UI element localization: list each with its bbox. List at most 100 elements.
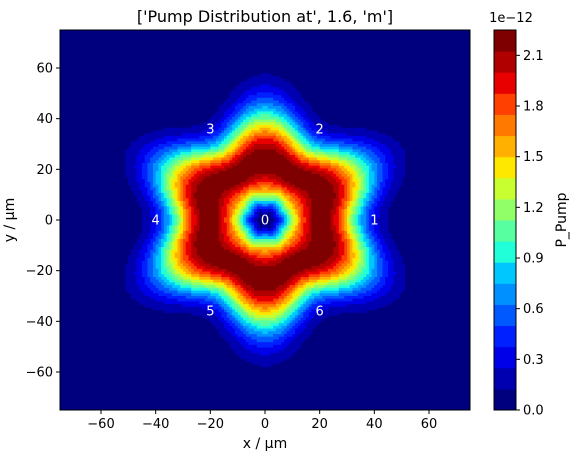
field-cell — [191, 152, 195, 156]
field-cell — [256, 192, 261, 197]
field-cell — [322, 222, 326, 227]
field-cell — [286, 179, 291, 183]
field-cell — [150, 195, 154, 199]
field-cell — [352, 176, 356, 180]
field-cell — [229, 106, 233, 110]
field-cell — [259, 168, 263, 172]
field-cell — [270, 241, 274, 246]
field-cell — [322, 217, 326, 221]
field-cell — [319, 122, 323, 126]
field-cell — [306, 144, 310, 148]
field-cell — [281, 122, 285, 126]
field-cell — [207, 157, 211, 161]
field-cell — [207, 192, 211, 197]
field-cell — [349, 160, 354, 164]
field-cell — [183, 241, 187, 246]
field-cell — [259, 103, 263, 107]
field-cell — [265, 160, 269, 164]
field-cell — [284, 187, 288, 191]
field-cell — [267, 114, 272, 118]
field-cell — [278, 119, 282, 123]
field-cell — [379, 171, 384, 175]
field-cell — [360, 187, 364, 191]
field-cell — [284, 247, 288, 251]
field-cell — [155, 195, 159, 199]
field-cell — [147, 146, 151, 151]
field-cell — [256, 97, 261, 102]
field-cell — [245, 163, 250, 167]
field-cell — [374, 157, 378, 161]
field-cell — [218, 209, 222, 213]
field-cell — [366, 225, 370, 229]
field-cell — [245, 116, 250, 121]
field-cell — [292, 127, 296, 132]
field-cell — [251, 114, 255, 118]
field-cell — [333, 138, 337, 142]
field-cell — [262, 163, 266, 167]
field-cell — [224, 225, 228, 229]
field-cell — [295, 252, 299, 256]
field-cell — [191, 163, 195, 167]
field-cell — [136, 157, 140, 161]
field-cell — [248, 95, 252, 99]
field-cell — [297, 228, 302, 232]
field-cell — [385, 154, 389, 159]
field-cell — [259, 190, 263, 194]
field-cell — [327, 225, 332, 229]
field-cell — [330, 228, 334, 232]
field-cell — [188, 179, 192, 183]
field-cell — [289, 97, 293, 102]
field-cell — [142, 190, 146, 194]
field-cell — [202, 228, 206, 232]
field-cell — [229, 111, 233, 115]
field-cell — [248, 165, 252, 170]
field-cell — [374, 214, 378, 218]
field-cell — [169, 133, 173, 137]
field-cell — [144, 220, 149, 224]
field-cell — [333, 236, 337, 240]
field-cell — [204, 125, 209, 129]
field-cell — [221, 249, 225, 254]
field-cell — [147, 149, 151, 153]
field-cell — [172, 146, 176, 151]
field-cell — [254, 222, 258, 227]
field-cell — [338, 130, 343, 134]
field-cell — [355, 211, 359, 216]
field-cell — [374, 201, 378, 205]
field-cell — [166, 192, 170, 197]
field-cell — [133, 182, 138, 186]
field-cell — [281, 252, 285, 256]
field-cell — [215, 220, 220, 224]
field-cell — [300, 116, 304, 121]
field-cell — [393, 176, 397, 180]
field-cell — [210, 190, 214, 194]
field-cell — [191, 195, 195, 199]
field-cell — [379, 214, 384, 218]
field-cell — [396, 173, 400, 178]
field-cell — [199, 168, 203, 172]
field-cell — [347, 127, 351, 132]
field-cell — [191, 252, 195, 256]
field-cell — [144, 149, 149, 153]
field-cell — [142, 195, 146, 199]
field-cell — [360, 138, 364, 142]
field-cell — [254, 92, 258, 96]
field-cell — [229, 209, 233, 213]
field-cell — [347, 144, 351, 148]
field-cell — [229, 192, 233, 197]
field-cell — [191, 211, 195, 216]
field-cell — [262, 165, 266, 170]
field-cell — [308, 130, 313, 134]
field-cell — [289, 206, 293, 210]
field-cell — [213, 201, 217, 205]
field-cell — [262, 241, 266, 246]
field-cell — [133, 141, 138, 145]
field-cell — [243, 190, 247, 194]
field-cell — [251, 92, 255, 96]
field-cell — [347, 163, 351, 167]
field-cell — [196, 239, 200, 243]
field-cell — [377, 176, 381, 180]
field-cell — [398, 149, 403, 153]
field-cell — [360, 171, 364, 175]
field-cell — [275, 119, 280, 123]
